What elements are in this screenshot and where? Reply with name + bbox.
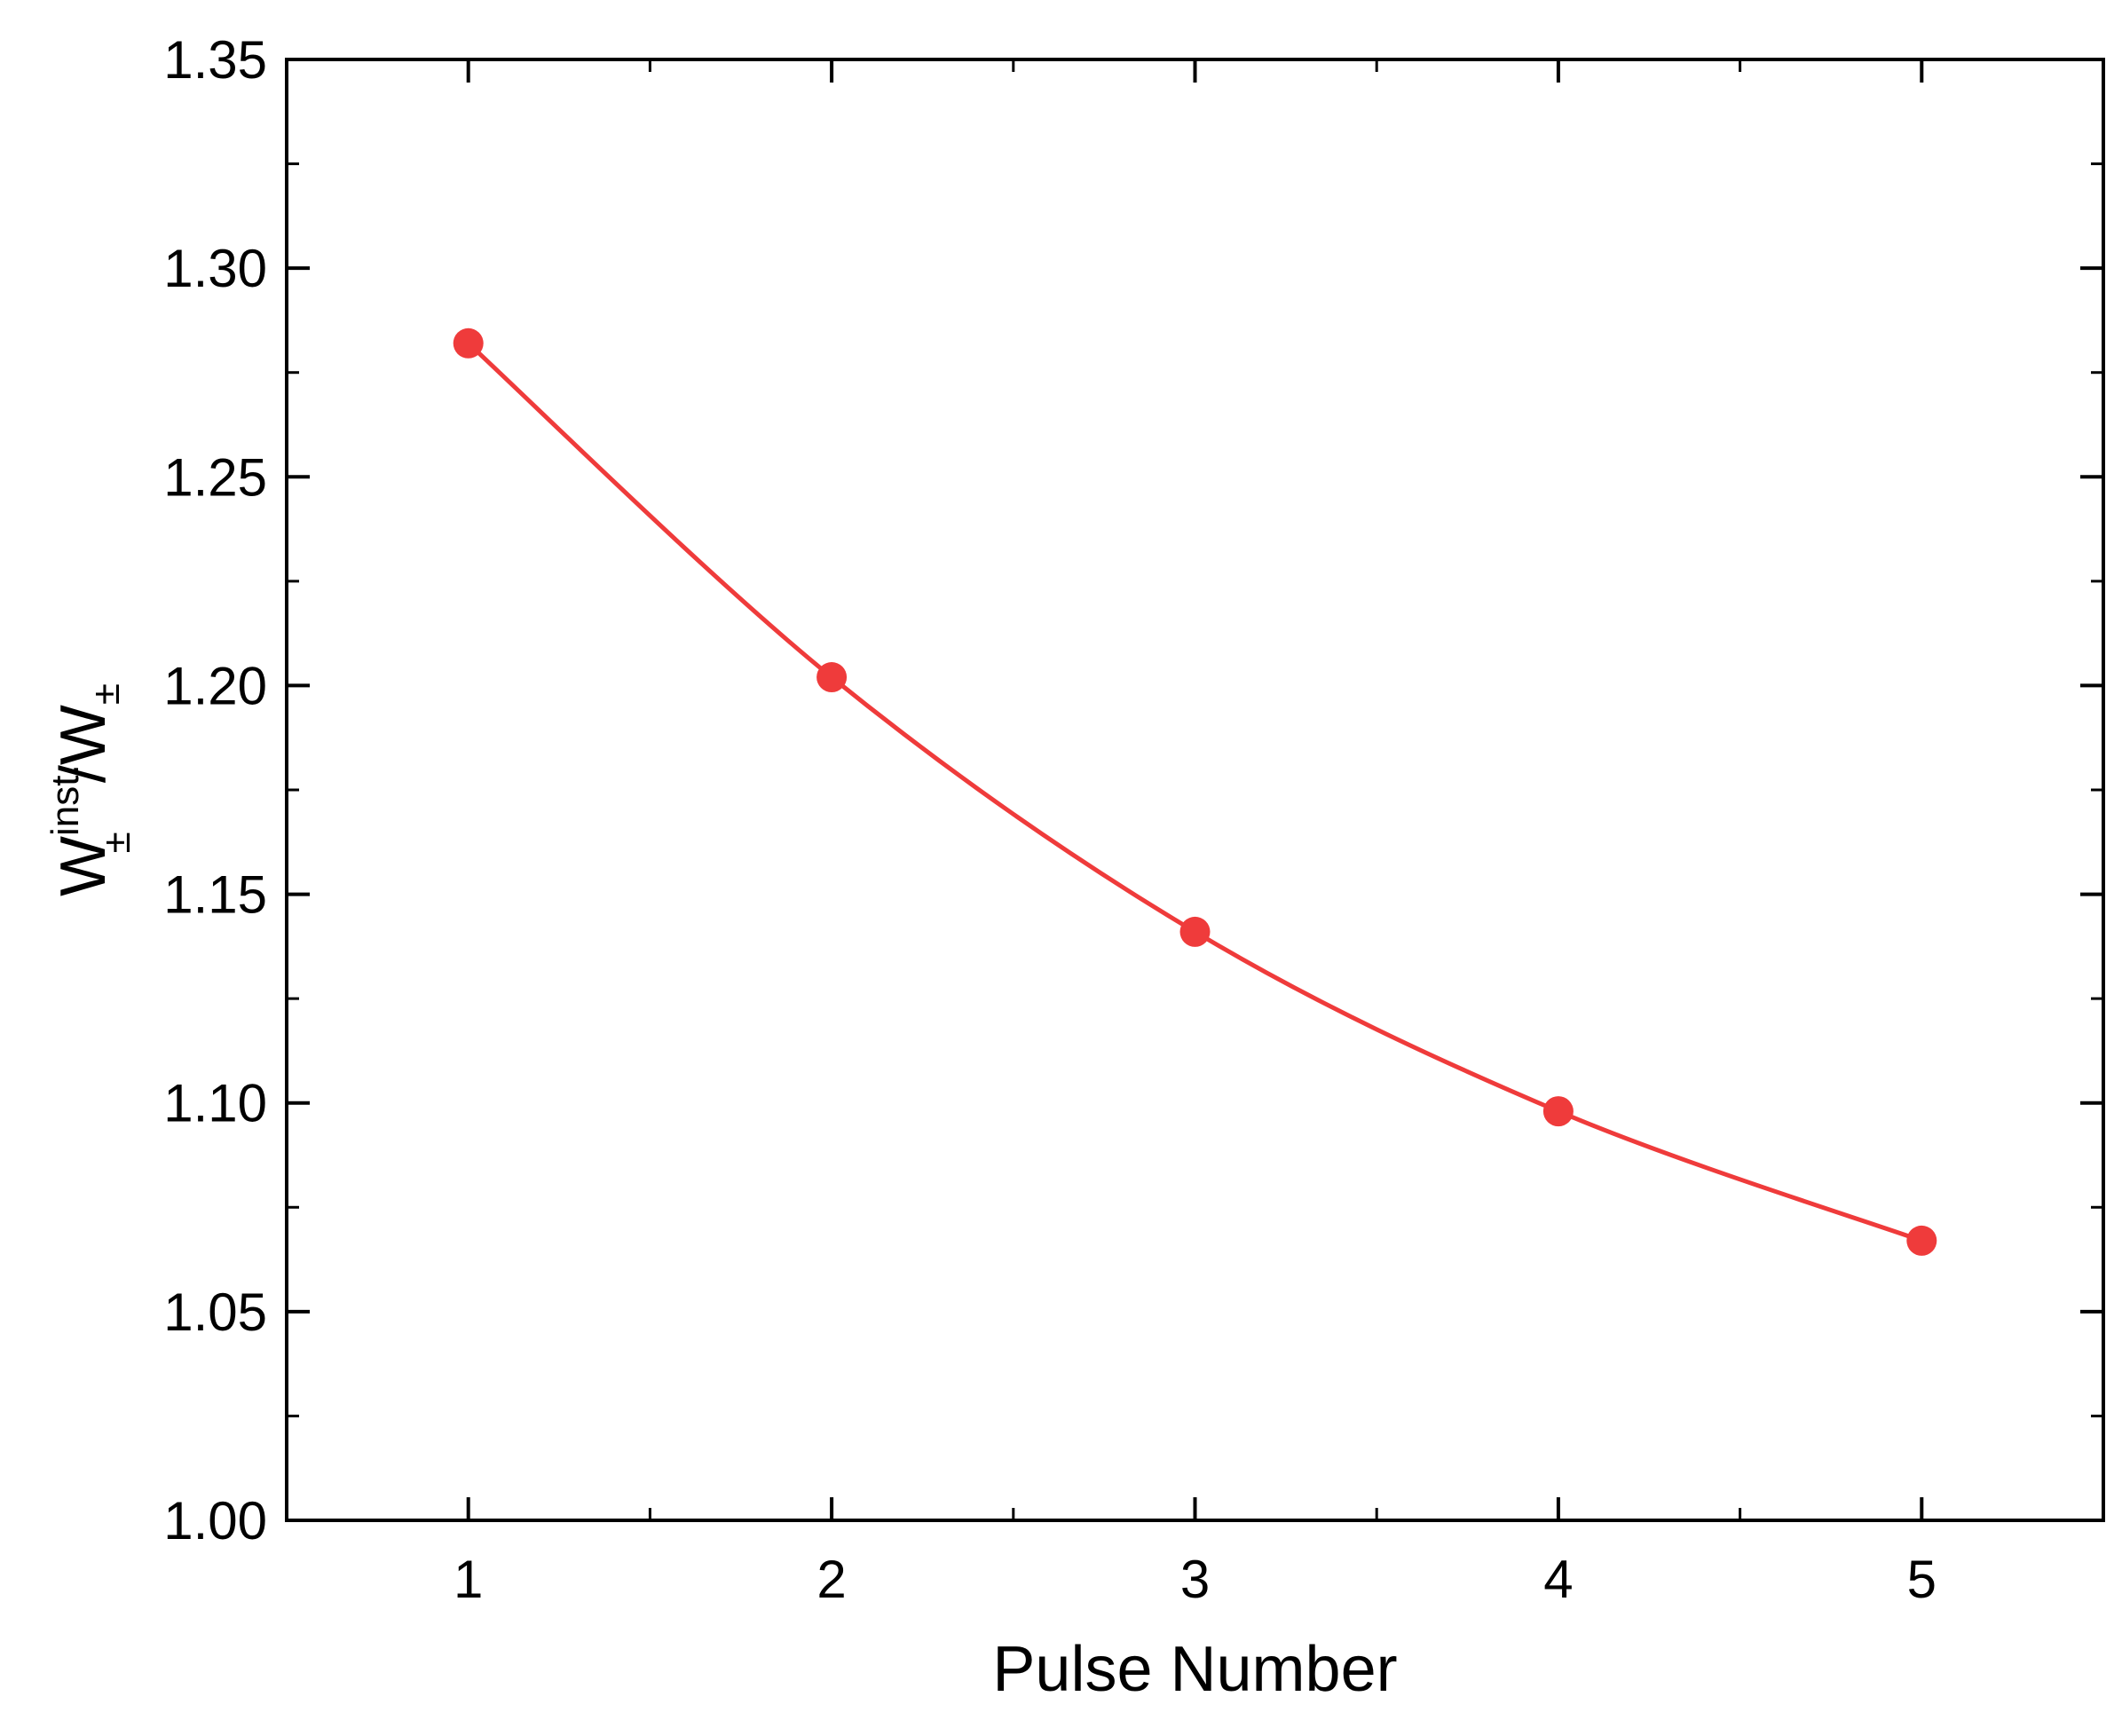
data-point xyxy=(816,662,848,693)
tick-labels: 1 2 3 4 5 1.00 1.05 1.10 1.15 1.20 1.25 1.30 1.35 xyxy=(163,30,1937,1609)
data-point xyxy=(1906,1225,1937,1256)
x-tick-label: 5 xyxy=(1907,1550,1937,1609)
series-layer xyxy=(453,327,1937,1256)
y-tick-label: 1.30 xyxy=(163,239,267,298)
y-axis-title-superscript: inst. xyxy=(43,764,87,836)
series-line xyxy=(467,341,1923,1243)
y-tick-label: 1.15 xyxy=(163,865,267,925)
y-axis-title-denominator: W xyxy=(48,705,119,765)
tick-marks xyxy=(287,58,2103,1522)
x-tick-label: 2 xyxy=(816,1550,846,1609)
x-axis-title: Pulse Number xyxy=(992,1634,1397,1705)
y-tick-label: 1.10 xyxy=(163,1074,267,1133)
y-tick-label: 1.25 xyxy=(163,447,267,507)
x-tick-label: 1 xyxy=(454,1550,483,1609)
data-point xyxy=(1179,916,1211,947)
y-axis-title: Winst.±/W± xyxy=(43,683,138,896)
data-point xyxy=(1542,1096,1574,1127)
y-axis-title-denominator-subscript: ± xyxy=(84,683,128,705)
y-tick-label: 1.35 xyxy=(163,30,267,90)
y-axis-title-base: W xyxy=(48,836,119,896)
data-point xyxy=(453,327,484,359)
y-tick-label: 1.05 xyxy=(163,1282,267,1342)
x-tick-label: 4 xyxy=(1543,1550,1573,1609)
y-tick-label: 1.20 xyxy=(163,656,267,715)
y-axis-title-subscript: ± xyxy=(95,832,138,853)
plot-frame xyxy=(285,58,2105,1522)
x-tick-label: 3 xyxy=(1180,1550,1210,1609)
y-axis-title-separator: / xyxy=(48,765,119,783)
y-tick-label: 1.00 xyxy=(163,1491,267,1551)
